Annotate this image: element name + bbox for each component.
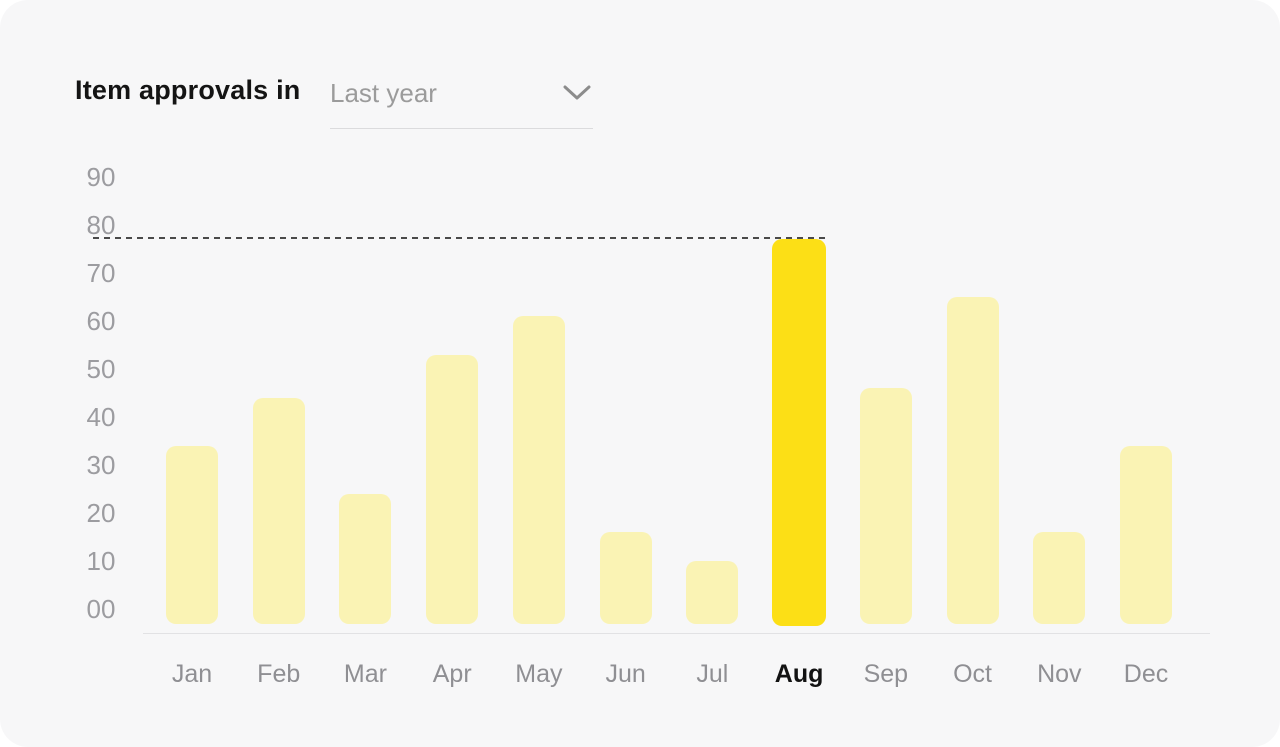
- period-dropdown-value: Last year: [330, 77, 437, 108]
- y-tick-label: 70: [86, 258, 116, 288]
- bar-feb[interactable]: [252, 397, 305, 624]
- x-tick-label-jul: Jul: [696, 660, 729, 688]
- bar-jun[interactable]: [599, 532, 652, 624]
- y-tick-label: 10: [86, 546, 116, 576]
- x-tick-label-may: May: [515, 660, 563, 688]
- x-axis-line: [143, 633, 1210, 634]
- x-tick-label-sep: Sep: [863, 660, 909, 688]
- y-tick-label: 50: [86, 354, 116, 384]
- x-tick-label-aug: Aug: [774, 660, 824, 688]
- period-dropdown[interactable]: Last year: [330, 72, 593, 129]
- bar-mar[interactable]: [339, 493, 392, 624]
- bar-nov[interactable]: [1033, 532, 1086, 624]
- bar-apr[interactable]: [426, 354, 479, 624]
- bar-aug[interactable]: [772, 239, 827, 626]
- bar-dec[interactable]: [1120, 445, 1173, 624]
- bar-may[interactable]: [512, 316, 565, 624]
- y-tick-label: 00: [86, 594, 116, 624]
- y-tick-label: 90: [86, 162, 116, 192]
- bar-sep[interactable]: [859, 388, 912, 624]
- chevron-down-icon: [563, 85, 591, 100]
- bar-jul[interactable]: [686, 561, 739, 624]
- y-tick-label: 30: [86, 450, 116, 480]
- page-title: Item approvals in: [75, 75, 301, 105]
- x-tick-label-mar: Mar: [343, 660, 387, 688]
- reference-line: [93, 237, 826, 239]
- y-tick-label: 40: [86, 402, 116, 432]
- y-tick-label: 60: [86, 306, 116, 336]
- x-tick-label-feb: Feb: [257, 660, 301, 688]
- x-tick-label-nov: Nov: [1037, 660, 1082, 688]
- x-tick-label-dec: Dec: [1123, 660, 1169, 688]
- x-tick-label-jan: Jan: [171, 660, 213, 688]
- x-tick-label-jun: Jun: [605, 660, 646, 688]
- bar-oct[interactable]: [946, 297, 999, 624]
- y-tick-label: 20: [86, 498, 116, 528]
- x-tick-label-oct: Oct: [953, 660, 993, 688]
- y-tick-label: 80: [86, 210, 116, 240]
- bar-jan[interactable]: [166, 445, 218, 624]
- x-tick-label-apr: Apr: [432, 660, 472, 688]
